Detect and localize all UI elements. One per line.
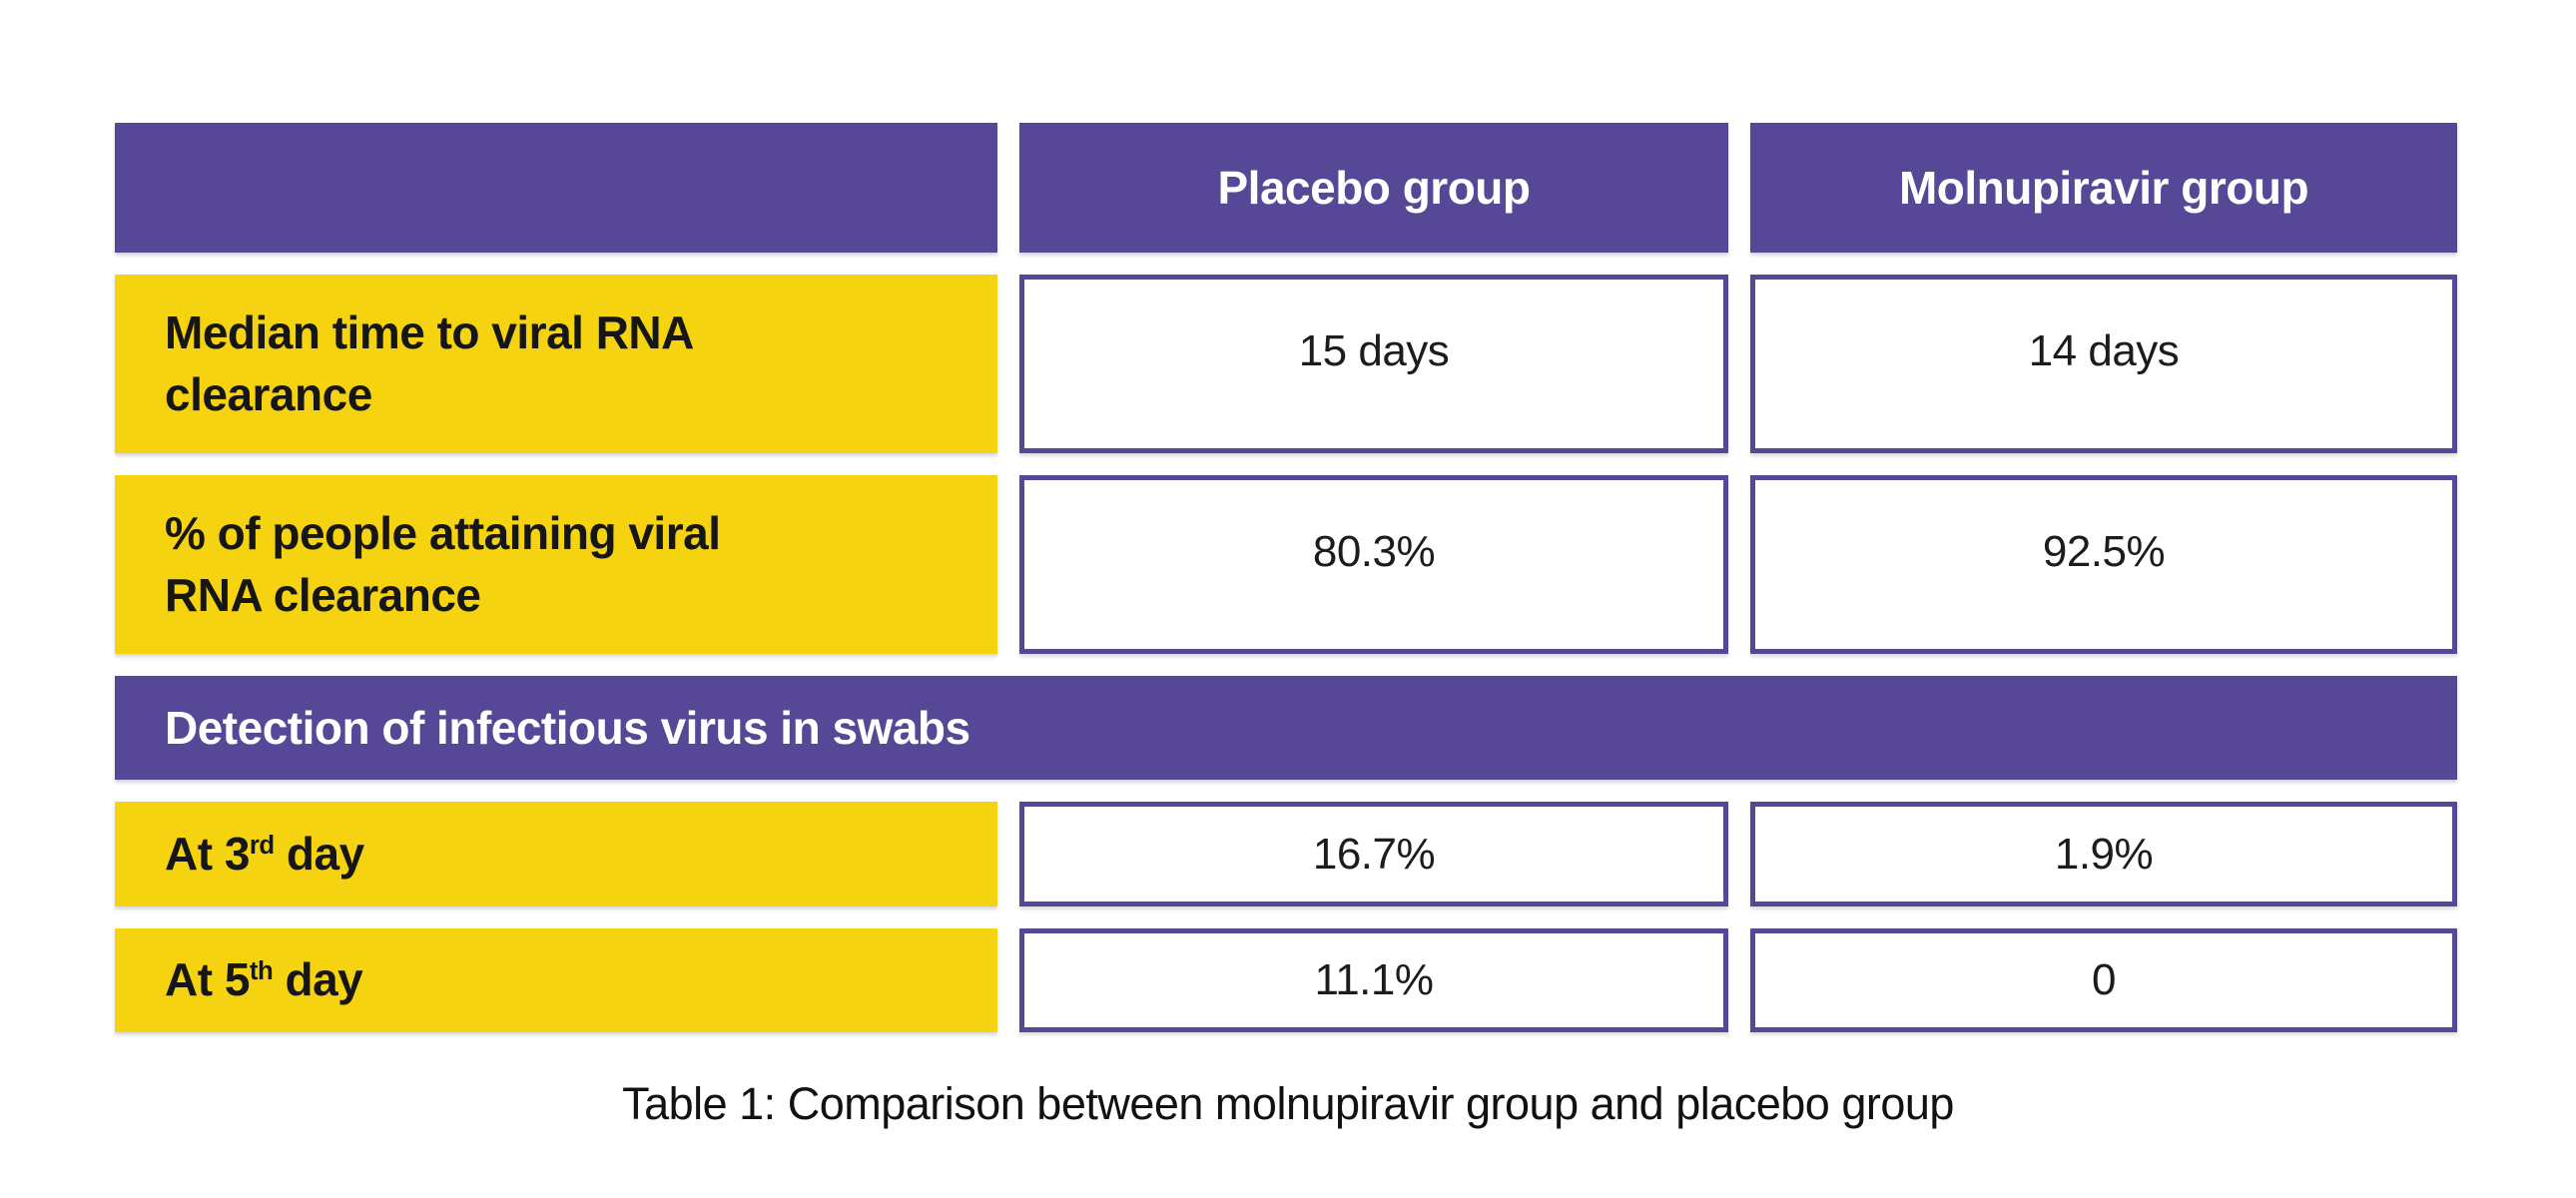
- value-median-time-placebo: 15 days: [1019, 275, 1728, 453]
- value-day-5-molnupiravir: 0: [1750, 928, 2457, 1032]
- section-header-detection: Detection of infectious virus in swabs: [115, 676, 2457, 780]
- day-3-ordinal-superscript: rd: [249, 831, 275, 860]
- day-3-label-text: At 3rd day: [165, 827, 364, 880]
- value-pct-clearance-placebo: 80.3%: [1019, 475, 1728, 654]
- table-caption: Table 1: Comparison between molnupiravir…: [622, 1078, 1954, 1129]
- row-label-day-3: At 3rd day: [115, 802, 997, 906]
- row-label-median-time: Median time to viral RNA clearance: [115, 275, 997, 453]
- row-label-pct-clearance: % of people attaining viral RNA clearanc…: [115, 475, 997, 654]
- comparison-table: Placebo group Molnupiravir group Median …: [115, 123, 2457, 1032]
- row-label-day-5: At 5th day: [115, 928, 997, 1032]
- value-pct-clearance-molnupiravir: 92.5%: [1750, 475, 2457, 654]
- day-5-label-text: At 5th day: [165, 953, 363, 1006]
- header-empty-cell: [115, 123, 997, 253]
- value-day-3-molnupiravir: 1.9%: [1750, 802, 2457, 906]
- header-placebo-group: Placebo group: [1019, 123, 1728, 253]
- value-day-5-placebo: 11.1%: [1019, 928, 1728, 1032]
- value-median-time-molnupiravir: 14 days: [1750, 275, 2457, 453]
- day-5-ordinal-superscript: th: [249, 957, 274, 986]
- header-molnupiravir-group: Molnupiravir group: [1750, 123, 2457, 253]
- value-day-3-placebo: 16.7%: [1019, 802, 1728, 906]
